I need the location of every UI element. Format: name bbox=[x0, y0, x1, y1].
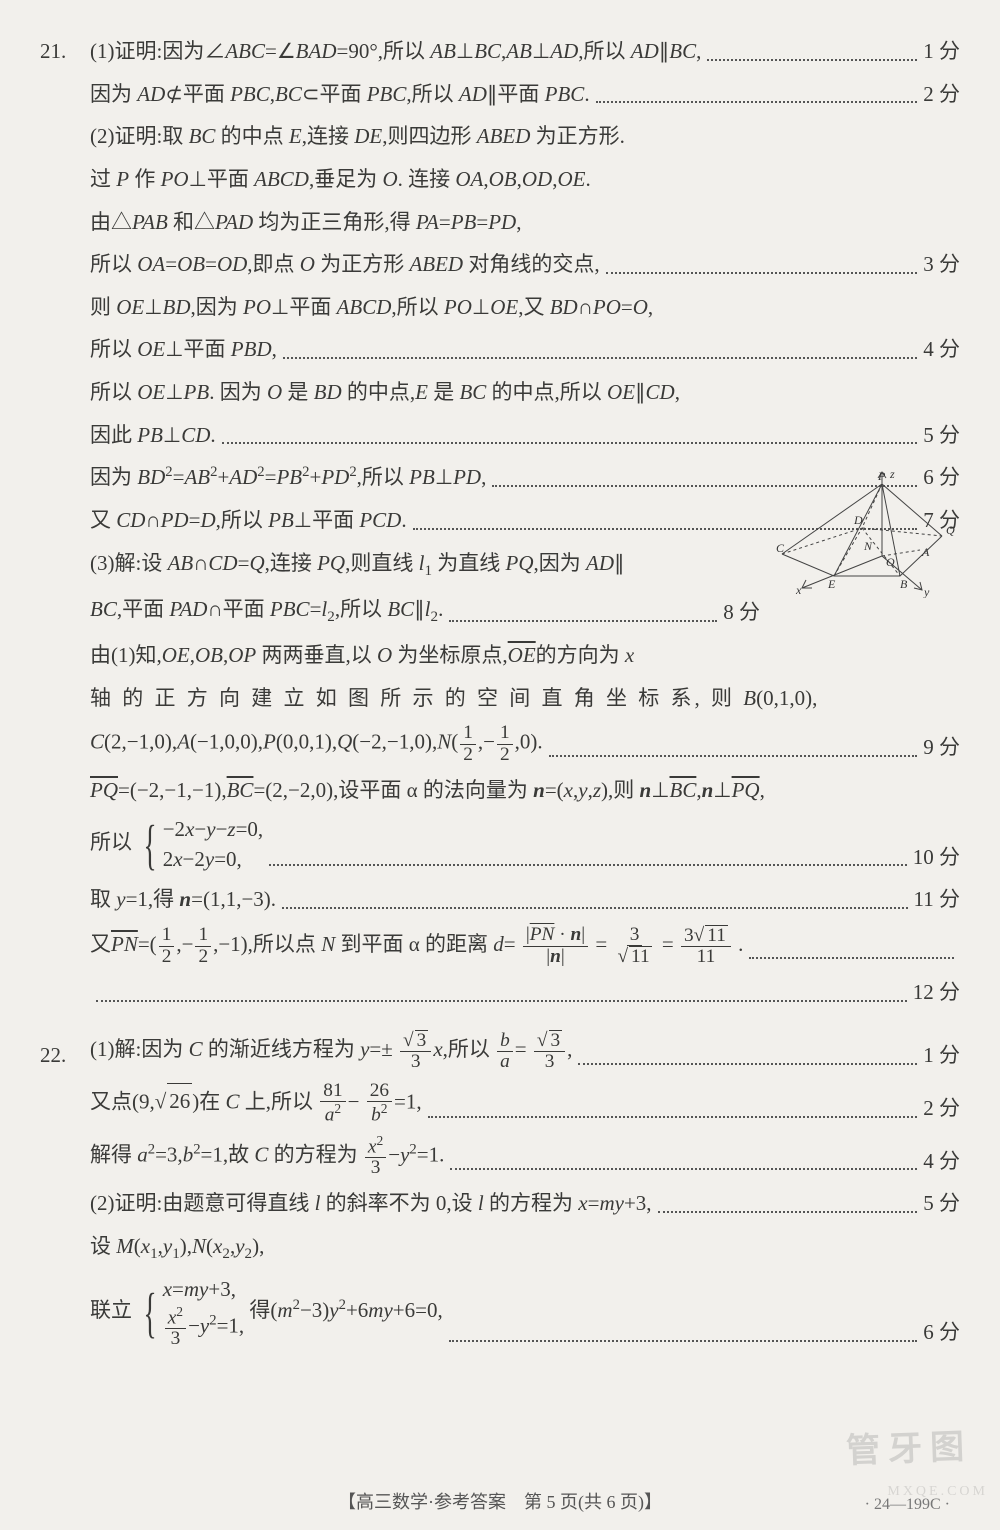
q21-line-18: PQ=(−2,−1,−1),BC=(2,−2,0),设平面 α 的法向量为 n=… bbox=[40, 773, 960, 808]
q21-line-21b: 12 分 bbox=[40, 975, 960, 1010]
q22-line-3: 解得 a2=3,b2=1,故 C 的方程为 x23−y2=1. 4 分 bbox=[40, 1134, 960, 1179]
content: (1)证明:因为∠ABC=∠BAD=90°,所以 AB⊥BC,AB⊥AD,所以 … bbox=[90, 34, 701, 69]
q22-line-4: (2)证明:由题意可得直线 l 的斜率不为 0,设 l 的方程为 x=my+3,… bbox=[40, 1186, 960, 1221]
diagram-label-P: P bbox=[877, 469, 886, 483]
q21-line-5: 由△PAB 和△PAD 均为正三角形,得 PA=PB=PD, bbox=[40, 205, 960, 240]
q21-line-10: 因此 PB⊥CD. 5 分 bbox=[40, 418, 960, 453]
q21-line-16: 轴 的 正 方 向 建 立 如 图 所 示 的 空 间 直 角 坐 标 系, 则… bbox=[40, 681, 960, 716]
q21-number: 21. bbox=[40, 34, 90, 69]
diagram-label-Q: Q bbox=[946, 523, 955, 537]
watermark-small: MXQE.COM bbox=[887, 1484, 988, 1500]
diagram-label-y: y bbox=[923, 585, 930, 598]
q22-line-2: 又点(9,√26)在 C 上,所以 81a2− 26b2=1, 2 分 bbox=[40, 1081, 960, 1126]
q21-line-17: C(2,−1,0),A(−1,0,0),P(0,0,1),Q(−2,−1,0),… bbox=[40, 723, 960, 765]
leader-dots bbox=[707, 59, 917, 61]
diagram-label-B: B bbox=[900, 577, 908, 591]
q21-line-3: (2)证明:取 BC 的中点 E,连接 DE,则四边形 ABED 为正方形. bbox=[40, 119, 960, 154]
q21-line-19: 所以 { −2x−y−z=0, 2x−2y=0, 10 分 bbox=[40, 815, 960, 874]
diagram-label-N: N bbox=[863, 539, 873, 553]
watermark-large: 管牙图 bbox=[845, 1419, 973, 1472]
q22-line-5: 设 M(x1,y1),N(x2,y2), bbox=[40, 1229, 960, 1267]
q22-line-1: 22. (1)解:因为 C 的渐近线方程为 y=± √33x,所以 ba= √3… bbox=[40, 1030, 960, 1073]
diagram-label-A: A bbox=[921, 545, 930, 559]
page-footer: 【高三数学·参考答案 第 5 页(共 6 页)】 bbox=[0, 1488, 1000, 1514]
q22-number: 22. bbox=[40, 1038, 90, 1073]
score: 1 分 bbox=[923, 34, 960, 69]
diagram-label-O: O bbox=[886, 555, 895, 569]
diagram-label-C: C bbox=[776, 541, 785, 555]
q21-line-4: 过 P 作 PO⊥平面 ABCD,垂足为 O. 连接 OA,OB,OD,OE. bbox=[40, 162, 960, 197]
q21-line-7: 则 OE⊥BD,因为 PO⊥平面 ABCD,所以 PO⊥OE,又 BD∩PO=O… bbox=[40, 290, 960, 325]
content: 因为 AD⊄平面 PBC,BC⊂平面 PBC,所以 AD∥平面 PBC. bbox=[90, 77, 590, 112]
q21-line-15: 由(1)知,OE,OB,OP 两两垂直,以 O 为坐标原点,OE的方向为 x bbox=[40, 638, 960, 673]
geometry-diagram: P Q A B C D E O N x y z bbox=[772, 468, 960, 598]
page-root: 21. (1)证明:因为∠ABC=∠BAD=90°,所以 AB⊥BC,AB⊥AD… bbox=[0, 0, 1000, 1530]
diagram-label-x: x bbox=[795, 583, 802, 597]
diagram-label-E: E bbox=[827, 577, 836, 591]
q21-line-2: 因为 AD⊄平面 PBC,BC⊂平面 PBC,所以 AD∥平面 PBC. 2 分 bbox=[40, 77, 960, 112]
diagram-label-z: z bbox=[889, 468, 895, 481]
q22-line-6: 联立 { x=my+3, x23−y2=1, 得(m2−3)y2+6my+6=0… bbox=[40, 1275, 960, 1349]
q21-line-9: 所以 OE⊥PB. 因为 O 是 BD 的中点,E 是 BC 的中点,所以 OE… bbox=[40, 375, 960, 410]
q21-line-6: 所以 OA=OB=OD,即点 O 为正方形 ABED 对角线的交点, 3 分 bbox=[40, 247, 960, 282]
q21-line-8: 所以 OE⊥平面 PBD, 4 分 bbox=[40, 332, 960, 367]
q21-line-20: 取 y=1,得 n=(1,1,−3). 11 分 bbox=[40, 882, 960, 917]
diagram-label-D: D bbox=[853, 513, 863, 527]
q21-line-1: 21. (1)证明:因为∠ABC=∠BAD=90°,所以 AB⊥BC,AB⊥AD… bbox=[40, 34, 960, 69]
q21-line-21: 又PN=(12,−12,−1),所以点 N 到平面 α 的距离 d= |PN ·… bbox=[40, 925, 960, 968]
